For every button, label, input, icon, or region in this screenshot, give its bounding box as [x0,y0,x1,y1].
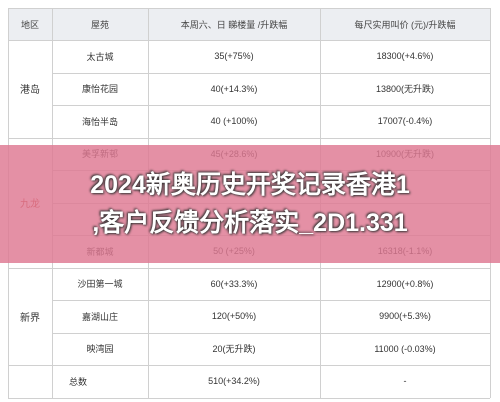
total-label: 总数 [68,376,87,387]
header-cell: 屋苑 [52,8,148,40]
cell: 120(+50%) [211,311,257,322]
cell: 太古城 [86,51,114,62]
grid-line [8,8,490,9]
header-cell: 地区 [8,8,52,40]
cell: 11000 (-0.03%) [374,343,436,354]
cell: 康怡花园 [81,84,118,95]
region-cell: 新界 [20,312,40,324]
cell: 13800(无升跌) [375,84,435,95]
cell: 18300(+4.6%) [376,51,434,62]
cell: 40 (+100%) [210,116,258,127]
cell: - [403,376,407,387]
grid-line [52,332,490,334]
cell: 嘉湖山庄 [81,311,118,322]
region-cell: 港岛 [20,85,40,97]
cell: 17007(-0.4%) [377,116,433,127]
header-cell: 每尺实用叫价 (元)/升跌幅 [320,8,490,40]
cell: 海怡半岛 [81,116,118,127]
cell: 沙田第一城 [77,279,123,290]
grid-line [8,40,490,41]
grid-line [8,137,490,139]
grid-line [8,365,490,366]
cell: 35(+75%) [214,51,254,62]
grid-line [8,397,490,399]
banner: 2024新奥历史开奖记录香港1 ,客户反馈分析落实_2D1.331 [0,145,500,263]
cell: 9900(+5.3%) [379,311,431,322]
header-cell: 本周六、日 睇楼量 /升跌幅 [148,8,320,40]
grid-line [8,267,490,269]
grid-line [52,72,490,74]
cell: 20(无升跌) [212,344,256,355]
grid-line [52,105,490,106]
banner-line: 2024新奥历史开奖记录香港1 [90,171,410,199]
cell: 510(+34.2%) [208,376,260,387]
cell: 12900(+0.8%) [376,278,434,289]
cell: 映湾园 [86,344,114,355]
grid-line [52,300,490,301]
cell: 40(+14.3%) [210,83,258,94]
banner-line: ,客户反馈分析落实_2D1.331 [92,209,408,237]
cell: 60(+33.3%) [210,278,258,289]
